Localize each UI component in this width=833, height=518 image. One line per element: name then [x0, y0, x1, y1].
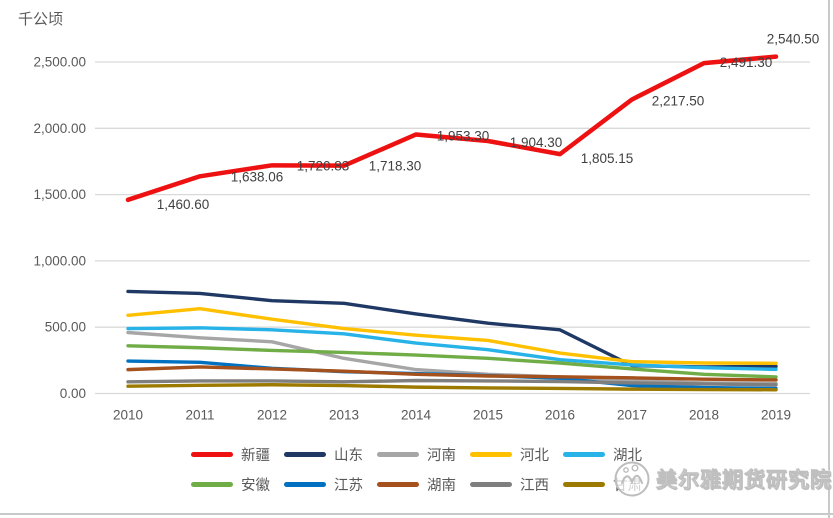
- right-border-line: [828, 0, 830, 518]
- legend-swatch-shandong: [284, 452, 326, 457]
- legend-label-anhui: 安徽: [241, 478, 270, 494]
- legend-swatch-xinjiang: [191, 452, 233, 457]
- x-tick-label: 2014: [401, 408, 432, 423]
- series-line-hubei: [126, 326, 778, 372]
- legend-swatch-hebei: [470, 452, 512, 457]
- legend-label-shandong: 山东: [334, 448, 363, 464]
- legend-item-xinjiang: 新疆: [191, 444, 270, 465]
- data-label-xinjiang: 1,718.30: [369, 159, 422, 174]
- legend-swatch-hubei: [563, 452, 605, 457]
- legend-label-xinjiang: 新疆: [241, 448, 270, 464]
- data-label-xinjiang: 1,953.30: [437, 128, 490, 143]
- series-line-hunan: [126, 365, 778, 382]
- data-label-xinjiang: 1,638.06: [231, 169, 284, 184]
- legend-label-hunan: 湖南: [427, 478, 456, 494]
- legend-label-jiangxi: 江西: [520, 478, 549, 494]
- legend-item-hubei: 湖北: [563, 444, 642, 465]
- bottom-border-line: [0, 513, 833, 515]
- y-tick-label: 0.00: [60, 386, 86, 401]
- watermark-text: 美尔雅期货研究院: [656, 469, 832, 493]
- x-tick-label: 2011: [185, 408, 214, 423]
- line-chart-plot: 0.00 500.00 1,000.00 1,500.00 2,000.00 2,500.…: [33, 32, 820, 423]
- legend-row: 新疆 山东 河南 河北 湖北: [191, 444, 642, 465]
- legend-item-hebei: 河北: [470, 444, 549, 465]
- x-tick-label: 2013: [329, 408, 359, 423]
- data-label-xinjiang: 2,217.50: [652, 93, 705, 108]
- legend-item-henan: 河南: [377, 444, 456, 465]
- legend-item-jiangsu: 江苏: [284, 474, 363, 495]
- data-label-xinjiang: 1,904.30: [510, 135, 563, 150]
- watermark-logo-icon: [614, 461, 650, 497]
- legend-swatch-henan: [377, 452, 419, 457]
- legend-item-hunan: 湖南: [377, 474, 456, 495]
- data-label-xinjiang: 1,460.60: [157, 197, 210, 212]
- data-label-xinjiang: 2,491.30: [720, 55, 773, 70]
- x-tick-label: 2015: [473, 408, 503, 423]
- legend-item-jiangxi: 江西: [470, 474, 549, 495]
- data-label-xinjiang: 2,540.50: [767, 32, 820, 47]
- x-tick-label: 2012: [257, 408, 287, 423]
- series-line-gansu: [126, 383, 778, 392]
- y-tick-label: 2,000.00: [33, 121, 86, 136]
- data-label-xinjiang: 1,805.15: [581, 151, 634, 166]
- legend-swatch-anhui: [191, 482, 233, 487]
- legend-label-hebei: 河北: [520, 448, 549, 464]
- x-tick-label: 2016: [545, 408, 575, 423]
- watermark: 美尔雅期货研究院: [612, 459, 832, 499]
- series-line-jiangxi: [126, 378, 778, 387]
- series-line-xinjiang: [125, 54, 779, 203]
- y-tick-label: 1,500.00: [33, 187, 86, 202]
- legend-swatch-gansu: [563, 482, 605, 487]
- legend-item-shandong: 山东: [284, 444, 363, 465]
- data-label-xinjiang: 1,720.83: [297, 158, 350, 173]
- legend-swatch-hunan: [377, 482, 419, 487]
- legend-swatch-jiangxi: [470, 482, 512, 487]
- series-line-hebei: [126, 306, 778, 365]
- legend-label-henan: 河南: [427, 448, 456, 464]
- legend-row: 安徽江苏湖南江西甘肃: [191, 474, 642, 495]
- legend-label-jiangsu: 江苏: [334, 478, 363, 494]
- y-tick-label: 1,000.00: [33, 253, 86, 268]
- x-tick-label: 2010: [113, 408, 143, 423]
- series-line-anhui: [126, 344, 778, 379]
- legend-item-anhui: 安徽: [191, 474, 270, 495]
- chart-legend: 新疆山东河南河北湖北安徽江苏湖南江西甘肃: [0, 444, 833, 495]
- x-tick-label: 2018: [689, 408, 719, 423]
- legend-swatch-jiangsu: [284, 482, 326, 487]
- legend-label-hubei: 湖北: [613, 448, 642, 464]
- y-tick-label: 500.00: [45, 320, 86, 335]
- x-tick-label: 2017: [617, 408, 647, 423]
- x-tick-label: 2019: [761, 408, 791, 423]
- y-tick-label: 2,500.00: [33, 55, 86, 70]
- y-axis-unit-title: 千公顷: [18, 11, 64, 28]
